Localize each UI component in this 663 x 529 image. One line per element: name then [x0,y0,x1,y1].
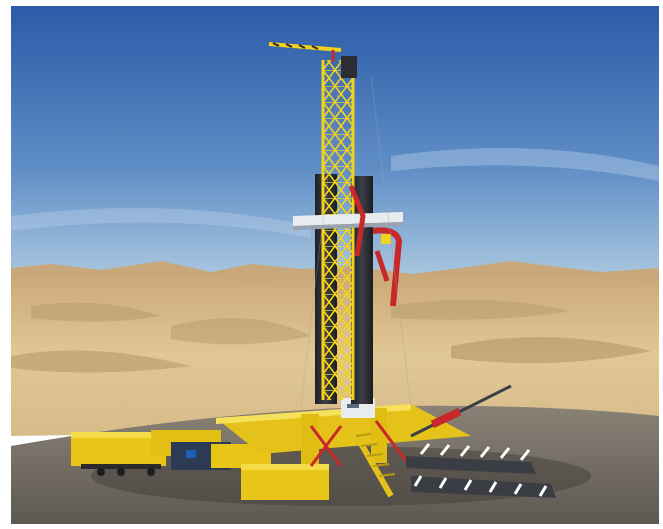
drilling-rig-photo [11,6,659,524]
guy-line [300,65,342,407]
dune-shadow [451,337,651,364]
cloud-streak [11,208,311,238]
pipe-handler-arm [348,185,403,307]
pipe-rack [406,384,556,498]
cloud-streak [391,148,659,181]
dune-shadow [391,299,571,320]
monkey-board [293,212,403,230]
lattice-mast [321,56,357,400]
staircase [348,424,394,498]
crown-boom [268,42,342,62]
tower-column-right [351,176,373,404]
dune-shadow [31,302,161,322]
dune-shadow [11,350,191,373]
dune-shadow [171,318,311,345]
drill-floor [216,398,471,467]
guy-line [370,75,412,407]
